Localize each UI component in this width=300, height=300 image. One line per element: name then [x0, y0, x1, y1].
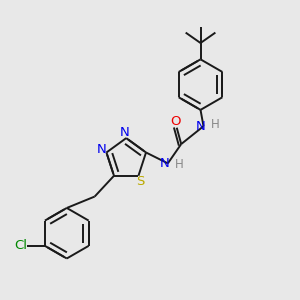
Text: N: N	[196, 120, 206, 133]
Text: O: O	[170, 115, 181, 128]
Text: N: N	[97, 143, 107, 156]
Text: N: N	[120, 126, 130, 139]
Text: N: N	[160, 157, 170, 170]
Text: H: H	[175, 158, 184, 171]
Text: S: S	[136, 175, 144, 188]
Text: Cl: Cl	[14, 239, 27, 252]
Text: H: H	[211, 118, 220, 131]
